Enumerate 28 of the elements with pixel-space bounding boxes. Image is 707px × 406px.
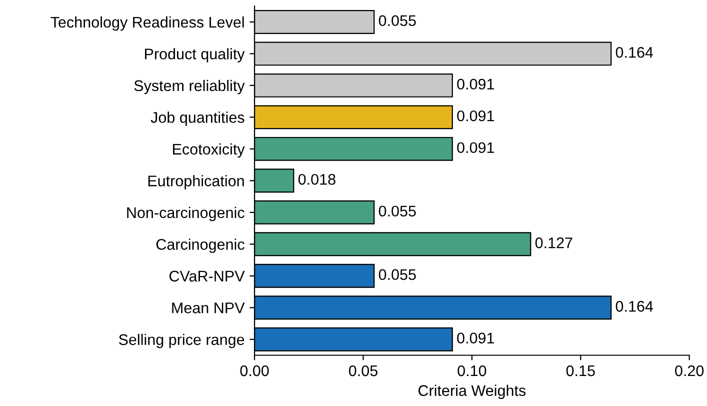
y-tick-label: Job quantities	[150, 112, 244, 126]
data-label: 0.091	[457, 142, 494, 154]
x-tick-label: 0.20	[675, 365, 704, 376]
x-axis-title: Criteria Weights	[418, 384, 526, 400]
y-tick-label: CVaR-NPV	[169, 270, 245, 282]
data-label: 0.091	[457, 110, 494, 122]
x-tick-label: 0.00	[240, 365, 269, 376]
data-label: 0.018	[298, 174, 336, 185]
y-tick-label: System reliablity	[134, 80, 245, 94]
y-tick-label: Technology Readiness Level	[50, 16, 244, 31]
data-label: 0.164	[616, 300, 654, 312]
data-label: 0.127	[535, 237, 572, 248]
data-label: 0.055	[378, 206, 416, 217]
data-label: 0.055	[378, 15, 416, 26]
y-tick-label: Non-carcinogenic	[127, 206, 244, 222]
data-label: 0.164	[616, 46, 654, 58]
x-tick-label: 0.15	[566, 365, 595, 376]
x-tick-label: 0.10	[458, 365, 486, 376]
y-tick-label: Ecotoxicity	[173, 143, 245, 158]
y-tick-label: Carcinogenic	[156, 238, 244, 253]
data-label: 0.091	[457, 78, 494, 90]
data-label: 0.091	[457, 332, 494, 344]
x-tick-label: 0.05	[348, 365, 378, 376]
y-tick-label: Eutrophication	[148, 175, 244, 190]
y-tick-label: Mean NPV	[172, 302, 245, 314]
y-tick-label: Selling price range	[118, 334, 244, 348]
y-tick-label: Product quality	[145, 48, 245, 62]
data-label: 0.055	[378, 269, 416, 280]
